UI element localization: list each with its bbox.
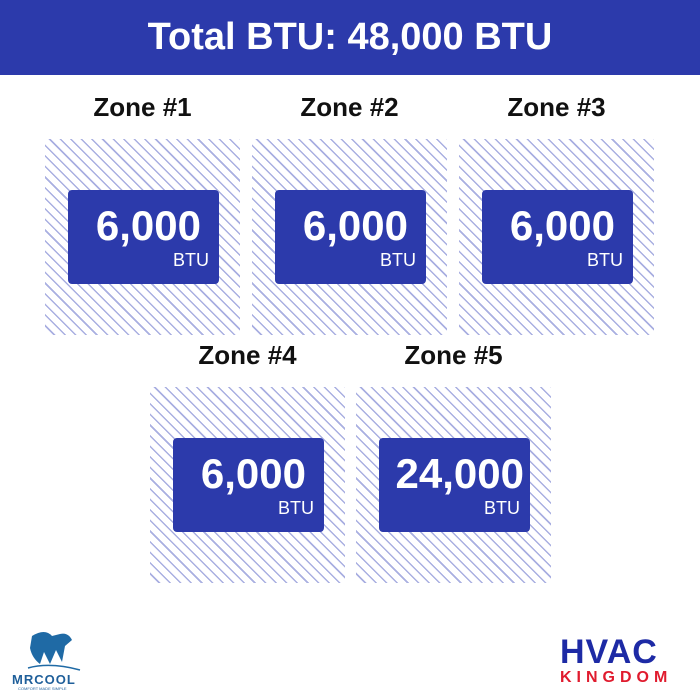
zone-label: Zone #5 [404, 340, 503, 370]
mrcool-wordmark: MRCOOL [12, 672, 76, 687]
btu-unit: BTU [484, 498, 520, 518]
hvac-wordmark: HVAC [560, 633, 658, 671]
btu-unit: BTU [380, 250, 416, 270]
zone-2: Zone #2 6,000 BTU [252, 87, 447, 335]
btu-card: 6,000 BTU [173, 438, 324, 532]
kingdom-wordmark: KINGDOM [560, 669, 673, 686]
zone-3: Zone #3 6,000 BTU [459, 87, 654, 335]
btu-value: 24,000 [395, 450, 524, 497]
zone-area: 6,000 BTU [45, 139, 240, 335]
btu-unit: BTU [278, 498, 314, 518]
zone-label: Zone #2 [300, 92, 399, 122]
polar-bear-icon [27, 632, 81, 671]
mrcool-logo: MRCOOL COMFORT MADE SIMPLE [10, 628, 105, 691]
mrcool-tagline: COMFORT MADE SIMPLE [18, 686, 67, 691]
zone-4: Zone #4 6,000 BTU [150, 335, 345, 583]
btu-value: 6,000 [509, 202, 615, 249]
btu-card: 6,000 BTU [482, 190, 633, 284]
total-btu-header: Total BTU: 48,000 BTU [0, 0, 700, 75]
zone-label: Zone #3 [507, 92, 606, 122]
hvac-kingdom-logo: HVAC KINGDOM [560, 635, 685, 687]
btu-value: 6,000 [302, 202, 408, 249]
btu-value: 6,000 [95, 202, 201, 249]
btu-card: 6,000 BTU [275, 190, 426, 284]
btu-unit: BTU [587, 250, 623, 270]
btu-value: 6,000 [200, 450, 306, 497]
zone-1: Zone #1 6,000 BTU [45, 87, 240, 335]
zone-area: 6,000 BTU [252, 139, 447, 335]
zone-area: 6,000 BTU [459, 139, 654, 335]
zone-label: Zone #4 [198, 340, 297, 370]
btu-card: 24,000 BTU [379, 438, 530, 532]
zone-area: 6,000 BTU [150, 387, 345, 583]
zone-5: Zone #5 24,000 BTU [356, 335, 551, 583]
zone-label: Zone #1 [93, 92, 192, 122]
btu-unit: BTU [173, 250, 209, 270]
btu-card: 6,000 BTU [68, 190, 219, 284]
zone-area: 24,000 BTU [356, 387, 551, 583]
